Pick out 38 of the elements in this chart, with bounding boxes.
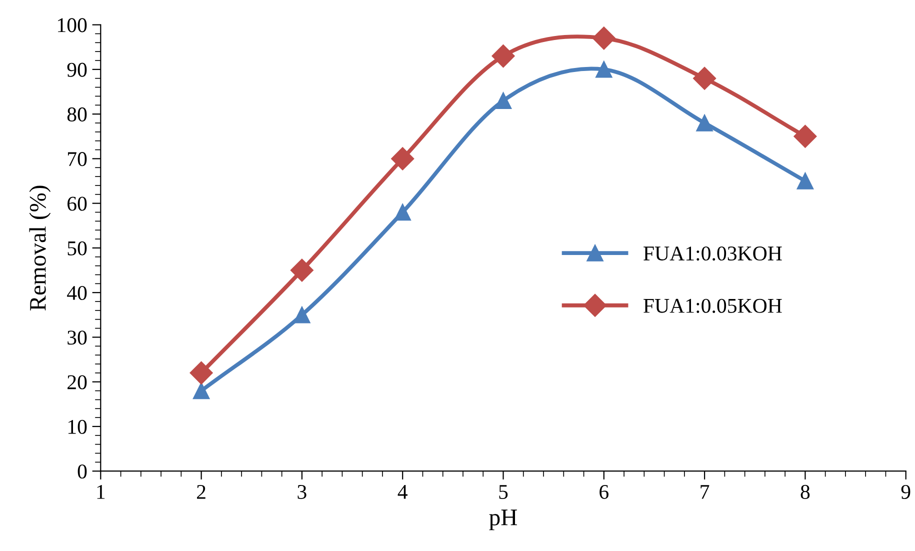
- y-tick-label: 10: [68, 420, 87, 434]
- point: [294, 306, 310, 324]
- legend-label: FUA1:0.05KOH: [644, 298, 782, 313]
- x-tick-label: 4: [398, 485, 408, 499]
- point: [794, 124, 817, 148]
- x-tick-label: 6: [600, 484, 608, 499]
- y-tick-label: 30: [68, 330, 87, 345]
- point: [696, 114, 713, 132]
- point: [693, 66, 716, 90]
- x-tick-label: 5: [499, 485, 508, 499]
- y-tick-label: 50: [68, 241, 87, 256]
- x-tick-label: 3: [298, 484, 306, 499]
- point: [190, 361, 213, 384]
- point: [492, 44, 515, 68]
- y-tick-label: 60: [68, 196, 87, 211]
- y-tick-label: 90: [67, 62, 87, 77]
- x-axis-title: pH: [489, 510, 517, 530]
- point: [494, 92, 512, 109]
- x-tick-label: 1: [97, 485, 105, 499]
- point: [592, 26, 616, 50]
- y-tick-label: 0: [78, 464, 87, 479]
- legend-label: FUA1:0.03KOH: [644, 246, 782, 261]
- y-tick-label: 80: [67, 107, 87, 122]
- y-axis-title: Removal (%): [29, 186, 51, 311]
- y-tick-label: 40: [67, 286, 87, 300]
- point: [796, 172, 814, 190]
- x-tick-label: 9: [901, 484, 910, 499]
- y-tick-label: 20: [68, 375, 87, 390]
- y-tick-label: 70: [68, 152, 87, 166]
- x-tick-label: 8: [800, 484, 810, 499]
- point: [596, 61, 612, 78]
- x-tick-label: 2: [197, 484, 206, 499]
- x-tick-label: 7: [700, 485, 710, 499]
- point: [290, 258, 314, 282]
- point: [394, 204, 411, 221]
- point: [192, 382, 210, 400]
- point: [391, 147, 414, 170]
- y-tick-label: 100: [58, 18, 87, 32]
